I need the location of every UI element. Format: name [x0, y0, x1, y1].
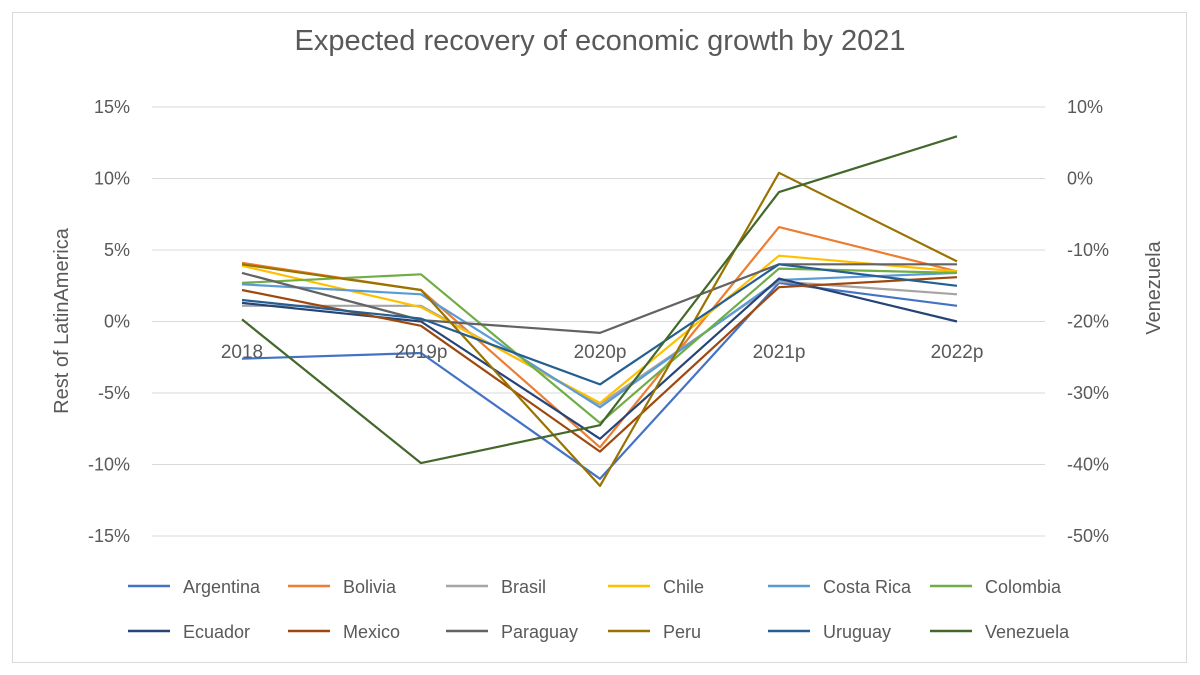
- series-line-brasil: [242, 280, 958, 406]
- left-axis-label: Rest of LatinAmerica: [51, 227, 73, 414]
- legend-label: Ecuador: [183, 622, 250, 642]
- left-tick-label: -15%: [88, 526, 130, 546]
- legend-item: Mexico: [288, 622, 400, 642]
- legend-item: Argentina: [128, 577, 261, 597]
- category-label: 2020p: [574, 342, 627, 363]
- left-tick-label: 0%: [104, 312, 130, 332]
- right-tick-label: -40%: [1067, 455, 1109, 475]
- left-tick-label: 5%: [104, 240, 130, 260]
- series-line-paraguay: [241, 263, 957, 334]
- category-label: 2018: [221, 342, 263, 363]
- legend-item: Paraguay: [446, 622, 578, 642]
- legend-label: Uruguay: [823, 622, 891, 642]
- series-line-costa-rica: [241, 271, 958, 409]
- category-label: 2021p: [753, 342, 806, 363]
- category-label: 2019p: [395, 342, 448, 363]
- legend-item: Uruguay: [768, 622, 891, 642]
- legend-label: Peru: [663, 622, 701, 642]
- category-label: 2022p: [931, 342, 984, 363]
- series-line-uruguay: [241, 263, 958, 386]
- legend-label: Colombia: [985, 577, 1062, 597]
- legend-item: Chile: [608, 577, 704, 597]
- right-tick-label: -10%: [1067, 240, 1109, 260]
- series-line-colombia: [241, 267, 958, 425]
- series-line-peru: [241, 171, 958, 487]
- right-tick-label: 0%: [1067, 169, 1093, 189]
- legend-label: Bolivia: [343, 577, 397, 597]
- chart-frame: [12, 12, 1187, 663]
- legend-item: Bolivia: [288, 577, 397, 597]
- series-line-venezuela: [241, 135, 958, 465]
- series-line-bolivia: [241, 226, 958, 449]
- series-line-argentina: [241, 281, 958, 480]
- legend-label: Mexico: [343, 622, 400, 642]
- right-tick-label: 10%: [1067, 97, 1103, 117]
- legend-item: Ecuador: [128, 622, 250, 642]
- right-tick-label: -30%: [1067, 383, 1109, 403]
- legend-label: Chile: [663, 577, 704, 597]
- legend-label: Venezuela: [985, 622, 1070, 642]
- legend-item: Colombia: [930, 577, 1062, 597]
- legend-item: Brasil: [446, 577, 546, 597]
- series-line-chile: [241, 254, 958, 405]
- right-tick-label: -50%: [1067, 526, 1109, 546]
- left-tick-label: -5%: [98, 383, 130, 403]
- left-tick-label: 15%: [94, 97, 130, 117]
- legend-item: Peru: [608, 622, 701, 642]
- legend-item: Costa Rica: [768, 577, 912, 597]
- legend-item: Venezuela: [930, 622, 1070, 642]
- legend-label: Brasil: [501, 577, 546, 597]
- legend-label: Paraguay: [501, 622, 578, 642]
- right-axis-label: Venezuela: [1143, 240, 1165, 334]
- chart-title: Expected recovery of economic growth by …: [295, 25, 906, 57]
- left-tick-label: -10%: [88, 455, 130, 475]
- legend-label: Argentina: [183, 577, 261, 597]
- right-tick-label: -20%: [1067, 312, 1109, 332]
- series-line-mexico: [241, 276, 958, 453]
- legend-label: Costa Rica: [823, 577, 912, 597]
- left-tick-label: 10%: [94, 169, 130, 189]
- series-line-ecuador: [241, 277, 958, 440]
- legend: Argentina Bolivia Brasil Chile Costa Rica Col…: [128, 577, 1070, 642]
